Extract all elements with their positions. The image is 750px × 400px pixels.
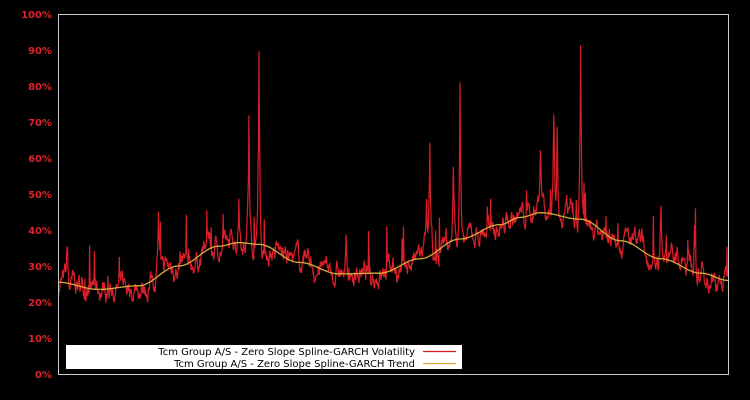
y-tick-label: 90% xyxy=(28,46,52,57)
y-tick-label: 10% xyxy=(28,334,52,345)
plot-area xyxy=(57,45,729,303)
y-tick-label: 30% xyxy=(28,262,52,273)
y-tick-label: 20% xyxy=(28,298,52,309)
legend-label-volatility: Tcm Group A/S - Zero Slope Spline-GARCH … xyxy=(157,347,415,358)
y-tick-label: 0% xyxy=(35,370,52,381)
volatility-line xyxy=(57,45,729,303)
y-axis: 0% 10% 20% 30% 40% 50% 60% 70% 80% 90% 100% xyxy=(21,10,52,381)
y-tick-label: 50% xyxy=(28,190,52,201)
y-tick-label: 70% xyxy=(28,118,52,129)
y-tick-label: 60% xyxy=(28,154,52,165)
y-tick-label: 100% xyxy=(21,10,52,21)
y-tick-label: 40% xyxy=(28,226,52,237)
plot-frame xyxy=(58,14,729,375)
legend: Tcm Group A/S - Zero Slope Spline-GARCH … xyxy=(66,345,462,370)
y-tick-label: 80% xyxy=(28,82,52,93)
trend-line xyxy=(58,212,728,291)
legend-box xyxy=(66,345,462,369)
legend-label-trend: Tcm Group A/S - Zero Slope Spline-GARCH … xyxy=(173,359,415,370)
